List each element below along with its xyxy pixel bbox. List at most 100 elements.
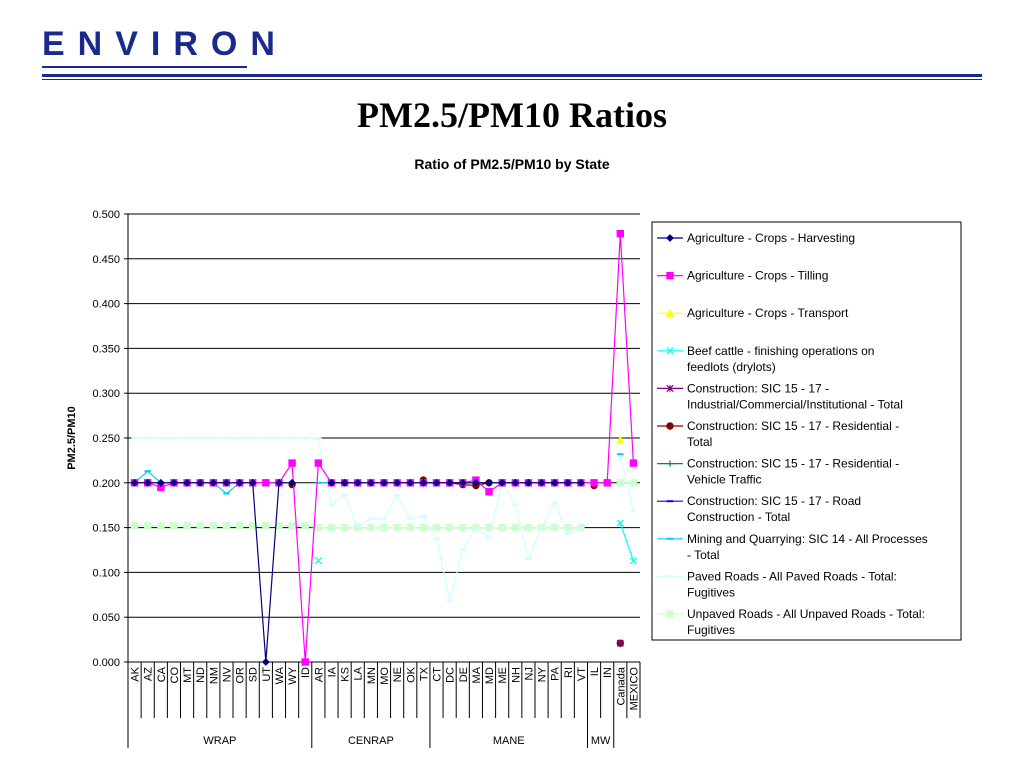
- data-point: [524, 523, 533, 532]
- data-point: [143, 478, 152, 487]
- x-tick-label: AR: [313, 667, 325, 682]
- data-point: [327, 523, 336, 532]
- data-point: [590, 479, 598, 487]
- x-tick-label: IA: [326, 666, 338, 677]
- data-point: [577, 478, 585, 487]
- data-point: [353, 478, 362, 487]
- data-point: [445, 523, 454, 532]
- x-tick-label: UT: [261, 667, 273, 682]
- x-tick-label: SD: [248, 667, 260, 682]
- series-line: [619, 522, 635, 561]
- data-point: [301, 522, 309, 530]
- x-tick-label: IL: [589, 667, 601, 676]
- y-axis-label: PM2.5/PM10: [66, 406, 78, 470]
- data-point: [261, 658, 270, 666]
- data-point: [288, 522, 296, 530]
- legend-box: [651, 221, 962, 641]
- legend-marker: [666, 347, 674, 355]
- data-point: [458, 478, 467, 487]
- data-point: [616, 230, 625, 238]
- legend-entry: Mining and Quarrying: SIC 14 - All Proce…: [687, 532, 928, 562]
- data-point: [314, 557, 323, 565]
- y-tick-label: 0.300: [92, 388, 120, 400]
- data-point: [511, 478, 520, 487]
- data-point: [432, 478, 441, 487]
- data-point: [170, 522, 178, 530]
- group-label: CENRAP: [348, 735, 394, 747]
- data-point: [406, 478, 415, 487]
- legend-entry: Construction: SIC 15 - 17 - Residential …: [687, 457, 899, 487]
- y-tick-label: 0.000: [92, 657, 120, 669]
- y-tick-label: 0.100: [92, 567, 120, 579]
- y-tick-label: 0.350: [92, 343, 120, 355]
- x-tick-label: NJ: [523, 667, 535, 680]
- y-tick-label: 0.250: [92, 433, 120, 445]
- data-point: [156, 478, 165, 487]
- legend-marker: [666, 422, 674, 430]
- data-point: [222, 522, 231, 530]
- x-tick-label: CO: [169, 667, 181, 684]
- data-point: [314, 459, 323, 467]
- y-tick-label: 0.400: [92, 299, 120, 311]
- y-tick-label: 0.500: [92, 209, 120, 221]
- x-tick-label: NV: [221, 666, 233, 682]
- x-tick-label: NM: [208, 667, 220, 684]
- data-point: [327, 478, 336, 487]
- x-tick-label: AK: [130, 666, 142, 681]
- legend-entry: Unpaved Roads - All Unpaved Roads - Tota…: [687, 607, 925, 637]
- data-point: [459, 523, 467, 532]
- x-tick-label: TX: [418, 666, 430, 681]
- x-tick-label: Canada: [615, 666, 627, 705]
- data-point: [445, 478, 454, 487]
- x-tick-label: KS: [340, 667, 352, 682]
- header-rule: [42, 74, 982, 77]
- series-line: [619, 455, 635, 512]
- x-tick-label: ID: [300, 667, 312, 678]
- x-tick-label: CT: [432, 667, 444, 682]
- x-tick-label: LA: [353, 666, 365, 680]
- legend-marker: [666, 234, 674, 242]
- legend-marker: [666, 460, 674, 467]
- data-point: [262, 479, 270, 487]
- data-point: [550, 478, 559, 487]
- data-point: [170, 478, 178, 487]
- legend-entry: Construction: SIC 15 - 17 - Residential …: [687, 419, 899, 449]
- group-label: MW: [591, 735, 611, 747]
- legend-marker: [665, 308, 675, 317]
- data-point: [288, 478, 297, 487]
- legend-entry: Paved Roads - All Paved Roads - Total: Fu…: [687, 569, 897, 599]
- data-point: [629, 557, 638, 565]
- x-tick-label: DE: [458, 667, 470, 682]
- legend-entry: Agriculture - Crops - Harvesting: [687, 231, 855, 245]
- y-tick-label: 0.150: [92, 523, 120, 535]
- data-point: [366, 478, 375, 487]
- header-rule-thin: [42, 79, 982, 80]
- data-point: [183, 478, 191, 487]
- data-point: [432, 523, 441, 532]
- data-point: [209, 522, 218, 530]
- x-tick-label: MN: [366, 667, 378, 684]
- legend-entry: Agriculture - Crops - Transport: [687, 306, 849, 320]
- series-line: [134, 437, 582, 601]
- data-point: [563, 478, 572, 487]
- data-point: [550, 523, 559, 532]
- data-point: [393, 523, 401, 532]
- data-point: [511, 523, 519, 532]
- data-point: [222, 478, 231, 487]
- data-point: [130, 478, 139, 487]
- legend-marker: [666, 610, 674, 618]
- data-point: [537, 478, 546, 487]
- x-tick-label: MD: [484, 667, 496, 684]
- environ-logo: ENVIRON: [42, 25, 288, 63]
- series-line: [134, 233, 635, 663]
- x-tick-label: MT: [182, 667, 194, 683]
- data-point: [406, 523, 414, 532]
- data-point: [275, 478, 283, 487]
- slide-title: PM2.5/PM10 Ratios: [357, 95, 667, 135]
- group-label: MANE: [493, 735, 525, 747]
- data-point: [393, 478, 402, 487]
- x-tick-label: VT: [576, 667, 588, 681]
- x-tick-label: DC: [445, 667, 457, 683]
- data-point: [485, 523, 493, 532]
